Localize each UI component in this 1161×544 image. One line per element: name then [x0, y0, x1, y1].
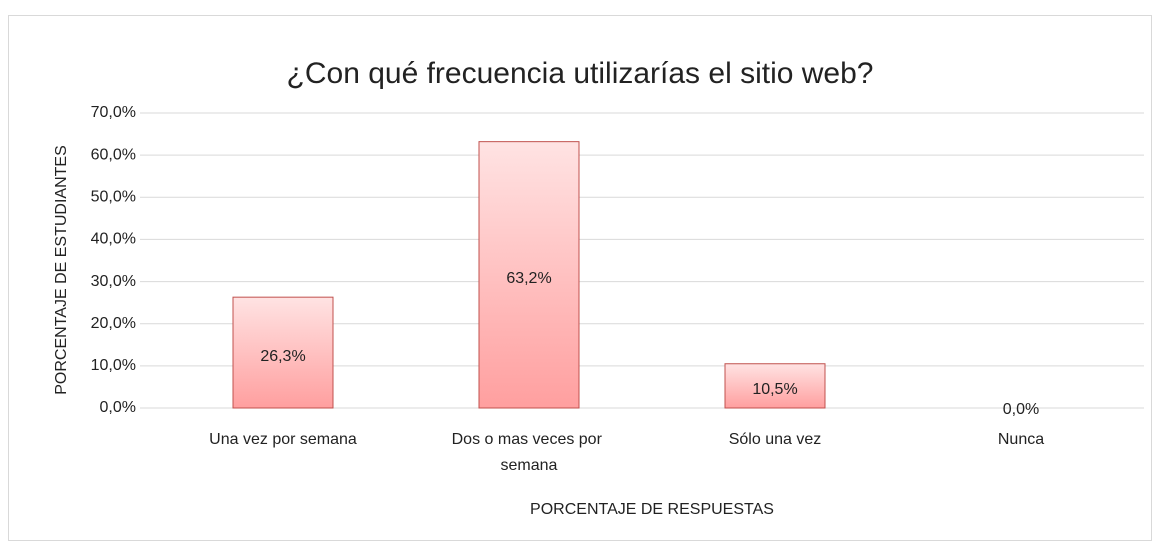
x-axis-label: PORCENTAJE DE RESPUESTAS [530, 501, 774, 518]
y-tick-label: 60,0% [91, 146, 136, 163]
data-label: 63,2% [506, 270, 551, 287]
data-label: 10,5% [752, 381, 797, 398]
data-label: 26,3% [260, 348, 305, 365]
bar [478, 141, 580, 409]
y-tick-label: 30,0% [91, 273, 136, 290]
y-axis-label: PORCENTAJE DE ESTUDIANTES [53, 145, 70, 395]
y-tick-label: 70,0% [91, 104, 136, 121]
chart-title: ¿Con qué frecuencia utilizarías el sitio… [287, 57, 874, 90]
x-tick-label: Dos o mas veces por semana [452, 431, 607, 474]
bar [232, 296, 334, 409]
y-tick-label: 20,0% [91, 315, 136, 332]
x-tick-label: Sólo una vez [729, 431, 822, 448]
y-tick-label: 40,0% [91, 231, 136, 248]
bar [724, 363, 826, 409]
chart-border [8, 15, 1152, 541]
x-tick-label: Una vez por semana [209, 431, 357, 448]
x-tick-label: Nunca [998, 431, 1044, 448]
y-tick-label: 0,0% [100, 399, 136, 416]
y-tick-label: 50,0% [91, 189, 136, 206]
y-tick-label: 10,0% [91, 357, 136, 374]
data-label: 0,0% [1003, 401, 1039, 418]
